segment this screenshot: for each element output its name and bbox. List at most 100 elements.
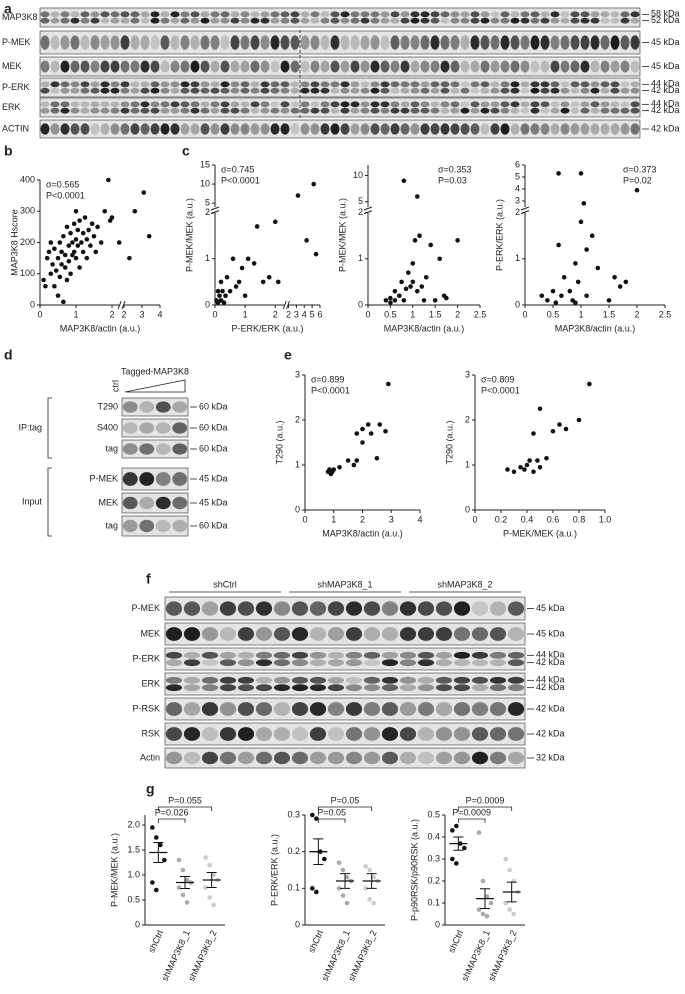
blot-band xyxy=(580,87,590,94)
y-tick-label: 1 xyxy=(465,459,470,469)
blot-band xyxy=(471,727,489,741)
blot-row-label: S400 xyxy=(97,422,118,432)
point xyxy=(46,249,52,255)
blot-band xyxy=(327,659,345,667)
point xyxy=(98,240,104,245)
x-tick-label: 0.4 xyxy=(521,514,534,524)
blot-band xyxy=(110,60,120,73)
blot-band xyxy=(250,107,260,114)
blot-band xyxy=(240,17,250,24)
blot-band xyxy=(440,81,450,88)
blot-band xyxy=(140,11,150,18)
blot-band xyxy=(130,101,140,108)
point xyxy=(55,293,61,298)
blot-band xyxy=(327,627,345,641)
blot-band xyxy=(201,702,219,716)
blot-band xyxy=(219,702,237,716)
size-label: 42 kDa xyxy=(536,703,565,713)
size-label: 44 kDa xyxy=(651,79,680,89)
blot-band xyxy=(410,101,420,108)
point xyxy=(89,221,95,227)
blot-band xyxy=(240,81,250,88)
point xyxy=(527,458,532,463)
blot-band xyxy=(100,60,110,73)
blot-band xyxy=(620,87,630,94)
point xyxy=(55,255,61,261)
blot-band xyxy=(340,107,350,114)
point xyxy=(480,878,486,884)
y-tick-label: 0 xyxy=(295,919,300,929)
blot-band xyxy=(360,87,370,94)
point xyxy=(207,862,212,868)
blot-band xyxy=(100,87,110,94)
x-tick-label: 1 xyxy=(73,309,78,319)
blot-band xyxy=(460,11,470,18)
blot-band xyxy=(360,17,370,24)
blot-band xyxy=(327,727,345,741)
blot-band xyxy=(70,35,80,50)
annotation: σ=0.745 xyxy=(221,164,254,174)
point xyxy=(406,270,411,275)
blot-band xyxy=(60,35,70,50)
blot-band xyxy=(480,11,490,18)
blot-band xyxy=(380,107,390,114)
blot-band xyxy=(140,107,150,114)
blot-band xyxy=(410,17,420,24)
point xyxy=(377,422,383,427)
blot-band xyxy=(489,684,507,692)
blot-band xyxy=(450,17,460,24)
blot-band xyxy=(273,702,291,716)
blot-band xyxy=(507,659,525,667)
blot-band xyxy=(40,11,50,18)
point xyxy=(239,265,245,271)
panel-label: f xyxy=(146,571,151,587)
point xyxy=(511,911,516,917)
blot-band xyxy=(345,751,363,765)
blot-band xyxy=(200,87,210,94)
blot-band xyxy=(172,443,188,455)
blot-band xyxy=(240,123,250,135)
blot-band xyxy=(590,87,600,94)
blot-band xyxy=(630,81,640,88)
blot-band xyxy=(309,651,327,659)
blot-band xyxy=(420,81,430,88)
blot-band xyxy=(70,17,80,24)
blot-band xyxy=(630,11,640,18)
blot-band xyxy=(260,81,270,88)
blot-band xyxy=(489,751,507,765)
error-bar xyxy=(480,888,490,909)
blot-band xyxy=(530,35,540,50)
point xyxy=(388,300,393,305)
point xyxy=(61,299,66,305)
x-tick-label: 0 xyxy=(472,514,477,524)
blot-band xyxy=(399,676,417,684)
x-tick-label: 1 xyxy=(410,309,415,319)
blot-band xyxy=(540,17,550,24)
y-axis-label: T290 (a.u.) xyxy=(444,420,454,464)
blot-band xyxy=(507,651,525,659)
blot-band xyxy=(417,659,435,667)
blot-band xyxy=(170,60,180,73)
blot-band xyxy=(340,60,350,73)
blot-band xyxy=(330,11,340,18)
blot-band xyxy=(273,676,291,684)
blot-band xyxy=(489,659,507,667)
blot-band xyxy=(210,101,220,108)
bracket xyxy=(317,818,346,823)
blot-band xyxy=(410,87,420,94)
blot-band xyxy=(260,123,270,135)
size-label: 58 kDa xyxy=(651,9,680,19)
point xyxy=(450,856,455,862)
blot-band xyxy=(110,17,120,24)
blot-band xyxy=(219,627,237,641)
blot-band xyxy=(183,676,201,684)
axis-break xyxy=(363,206,373,215)
y-tick-label: 2 xyxy=(295,414,300,424)
blot-band xyxy=(170,81,180,88)
point xyxy=(462,845,467,851)
blot-band xyxy=(160,35,170,50)
blot-band xyxy=(219,676,237,684)
blot-band xyxy=(160,87,170,94)
blot-band xyxy=(327,651,345,659)
point xyxy=(518,464,523,470)
